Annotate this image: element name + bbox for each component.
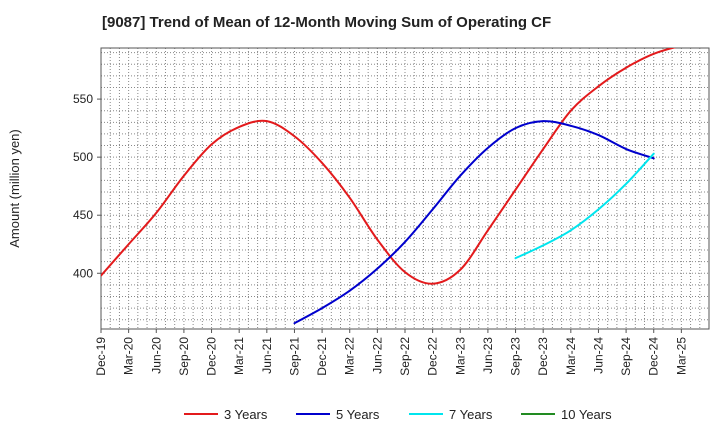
y-tick-label: 400 — [73, 266, 93, 280]
x-tick-label: Mar-23 — [453, 337, 467, 375]
legend-item-10-years: 10 Years — [521, 407, 612, 422]
x-tick-label: Dec-20 — [205, 337, 219, 376]
x-tick-label: Jun-23 — [481, 337, 495, 374]
x-tick-label: Sep-23 — [509, 337, 523, 376]
legend-label: 5 Years — [336, 407, 380, 422]
y-tick-label: 500 — [73, 150, 93, 164]
x-tick-label: Sep-22 — [398, 337, 412, 376]
legend: 3 Years 5 Years 7 Years 10 Years — [184, 407, 612, 422]
x-tick-label: Jun-24 — [591, 337, 605, 374]
x-tick-label: Mar-24 — [564, 337, 578, 375]
series-line-7-years — [514, 152, 655, 260]
x-tick-label: Jun-22 — [370, 337, 384, 374]
x-tick-label: Dec-21 — [315, 337, 329, 376]
x-tick-label: Dec-22 — [426, 337, 440, 376]
y-axis-label: Amount (million yen) — [7, 129, 22, 248]
x-tick-label: Jun-20 — [149, 337, 163, 374]
x-tick-label: Sep-24 — [619, 337, 633, 376]
legend-label: 3 Years — [224, 407, 268, 422]
legend-item-5-years: 5 Years — [296, 407, 380, 422]
x-tick-label: Sep-20 — [177, 337, 191, 376]
legend-item-3-years: 3 Years — [184, 407, 268, 422]
x-tick-label: Mar-25 — [674, 337, 688, 375]
legend-label: 7 Years — [449, 407, 493, 422]
x-tick-label: Mar-20 — [122, 337, 136, 375]
series-line-3-years — [101, 48, 677, 285]
x-tick-label: Jun-21 — [260, 337, 274, 374]
chart-title: [9087] Trend of Mean of 12-Month Moving … — [102, 14, 552, 31]
legend-item-7-years: 7 Years — [409, 407, 493, 422]
series-line-5-years — [293, 120, 655, 325]
x-tick-label: Dec-23 — [536, 337, 550, 376]
x-tick-label: Dec-24 — [647, 337, 661, 376]
x-tick-label: Sep-21 — [287, 337, 301, 376]
x-tick-label: Mar-22 — [343, 337, 357, 375]
y-tick-label: 450 — [73, 208, 93, 222]
x-tick-label: Mar-21 — [232, 337, 246, 375]
y-axis: 400 450 500 550 — [73, 92, 101, 280]
y-tick-label: 550 — [73, 92, 93, 106]
x-tick-label: Dec-19 — [94, 337, 108, 376]
grid — [101, 48, 709, 329]
x-axis: Dec-19 Mar-20 Jun-20 Sep-20 Dec-20 Mar-21 Jun-… — [94, 329, 688, 376]
series-layer — [101, 48, 677, 325]
legend-label: 10 Years — [561, 407, 612, 422]
